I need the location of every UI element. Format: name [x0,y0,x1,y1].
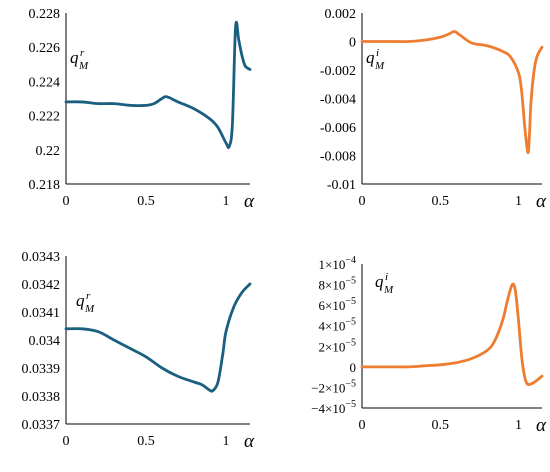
x-tick-label: 1 [223,194,230,209]
y-tick-label: 0.224 [29,75,61,90]
series-line [64,282,252,393]
y-tick-label: 0.222 [29,110,61,125]
y-tick-label: 4×10−5 [319,317,356,334]
y-tick-label: 6×10−5 [319,296,356,313]
x-tick-label: 0 [359,418,366,433]
x-axis-label: α [536,191,547,212]
chart-panel-4: −4×10−5−2×10−502×10−54×10−56×10−58×10−51… [311,255,547,436]
y-tick-label: 0 [349,36,356,51]
y-tick-label: −4×10−5 [311,399,356,416]
x-axis-label: α [244,191,255,212]
y-tick-label: -0.006 [320,121,356,136]
x-tick-label: 0.5 [432,418,450,433]
y-tick-label: 0.218 [29,178,61,193]
y-tick-mantissa: 4×10 [319,319,346,334]
y-tick-label: 0 [350,360,357,375]
y-tick-exponent: −5 [345,399,356,410]
x-tick-label: 0.5 [432,194,450,209]
y-tick-exponent: −5 [345,378,356,389]
x-tick-label: 0 [359,194,366,209]
y-tick-label: 0.0337 [22,418,61,433]
y-tick-label: 0.22 [36,144,61,159]
y-tick-label: 0.228 [29,7,61,22]
y-axis-label: q [70,48,79,67]
y-tick-label: 1×10−4 [319,255,356,272]
x-tick-label: 1 [223,434,230,449]
y-axis-label-subscript: M [374,60,385,72]
y-axis-label-subscript: M [78,60,89,72]
y-tick-mantissa: 6×10 [319,298,346,313]
y-tick-label: -0.002 [320,64,356,79]
y-tick-label: -0.004 [320,93,356,108]
y-axis-label-superscript: r [86,290,91,302]
y-tick-exponent: −5 [345,337,356,348]
y-tick-label: 0.002 [325,7,357,22]
x-axis-label: α [536,415,547,436]
x-tick-label: 1 [515,194,522,209]
y-axis-label: q [375,272,384,291]
y-tick-label: 0.226 [29,41,61,56]
y-tick-exponent: −5 [345,296,356,307]
y-tick-label: 0.0338 [22,390,61,405]
x-axis-label: α [244,431,255,452]
series-line [360,282,544,386]
y-axis-label-subscript: M [383,284,394,296]
y-axis-label-subscript: M [84,303,95,315]
y-tick-label: −2×10−5 [311,378,356,395]
y-tick-mantissa: 1×10 [319,257,346,272]
y-axis-label-superscript: r [80,47,85,59]
y-tick-label: 0.0343 [22,250,61,265]
chart-panel-1: 0.218 0.22 0.222 0.224 0.226 0.228 0 0.5 1 α q rM [29,7,256,212]
x-tick-label: 0.5 [137,194,155,209]
y-axis-label-superscript: i [385,271,388,283]
y-tick-label: 0.0341 [22,306,61,321]
y-tick-exponent: −5 [345,276,356,287]
y-tick-label: 0.0342 [22,278,61,293]
y-tick-label: 8×10−5 [319,276,356,293]
y-axis-label: q [76,291,85,310]
x-tick-label: 0 [63,194,70,209]
chart-panel-2: -0.01 -0.008 -0.006 -0.004 -0.002 0 0.002 0 0.5 1… [320,7,547,212]
series-line [64,20,252,150]
y-tick-label: 0.0339 [22,362,61,377]
y-tick-label: -0.01 [327,178,356,193]
series-line [360,30,544,155]
x-tick-label: 0 [63,434,70,449]
y-tick-mantissa: −4×10 [311,401,345,416]
y-tick-label: -0.008 [320,150,356,165]
y-tick-label: 2×10−5 [319,337,356,354]
y-tick-mantissa: 8×10 [319,278,346,293]
y-axis-label-superscript: i [376,47,379,59]
y-tick-exponent: −5 [345,317,356,328]
y-tick-exponent: −4 [345,255,356,266]
y-tick-label: 0.034 [29,334,61,349]
chart-panel-3: 0.0337 0.0338 0.0339 0.034 0.0341 0.0342 0.034… [22,250,256,452]
x-tick-label: 1 [515,418,522,433]
y-tick-mantissa: −2×10 [311,380,345,395]
y-tick-mantissa: 2×10 [319,339,346,354]
x-tick-label: 0.5 [137,434,155,449]
y-axis-label: q [366,48,375,67]
